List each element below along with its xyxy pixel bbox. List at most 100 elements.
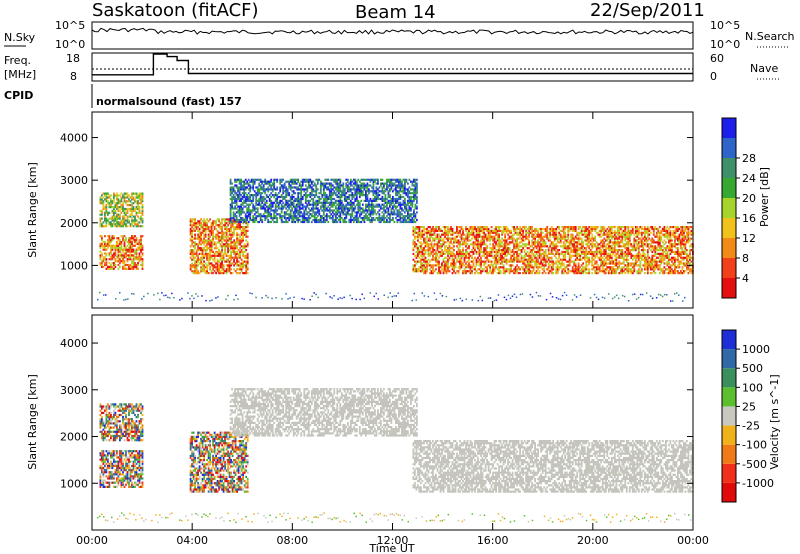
power-cell xyxy=(197,247,199,250)
power-cell xyxy=(537,241,539,244)
power-cell xyxy=(327,205,330,208)
power-cell xyxy=(306,180,309,183)
power-cell xyxy=(270,199,273,202)
power-cell xyxy=(392,205,394,208)
power-cell xyxy=(255,194,258,197)
power-cell xyxy=(135,196,138,199)
power-cell xyxy=(267,209,270,212)
power-cell xyxy=(238,218,241,222)
power-cell xyxy=(237,190,239,193)
power-cell xyxy=(201,231,204,234)
power-cell xyxy=(256,190,259,193)
power-cell xyxy=(556,235,559,238)
power-cell xyxy=(241,192,244,195)
power-cell xyxy=(244,186,247,189)
power-cell xyxy=(537,239,539,242)
power-cell xyxy=(234,243,237,246)
power-cell xyxy=(481,254,484,257)
power-cell xyxy=(240,182,242,185)
power-cell xyxy=(131,209,133,212)
power-cell xyxy=(462,233,464,236)
power-cell xyxy=(496,258,499,261)
power-cell xyxy=(105,258,108,261)
power-cell xyxy=(239,250,241,254)
power-cell xyxy=(204,272,207,275)
power-cell xyxy=(114,209,117,212)
power-cell xyxy=(207,229,210,232)
power-cell xyxy=(493,241,496,244)
power-cell xyxy=(102,207,105,211)
power-cell xyxy=(475,227,478,231)
power-cell xyxy=(321,203,324,206)
power-cell xyxy=(288,180,291,183)
power-cell xyxy=(349,218,352,222)
power-cell xyxy=(386,220,388,224)
power-cell xyxy=(529,260,532,263)
power-cell xyxy=(377,180,379,183)
power-cell xyxy=(486,235,488,238)
power-cell xyxy=(198,258,201,261)
power-cell xyxy=(141,198,144,201)
power-cell xyxy=(543,250,546,254)
power-cell xyxy=(513,247,515,250)
power-cell xyxy=(550,272,553,275)
power-cell xyxy=(304,209,307,212)
power-cell xyxy=(243,205,246,208)
power-cell xyxy=(444,241,446,244)
power-cell xyxy=(498,241,500,244)
power-cell xyxy=(389,188,391,191)
power-cell xyxy=(221,262,223,265)
power-cell xyxy=(516,239,518,242)
power-cell xyxy=(543,252,546,255)
power-cell xyxy=(210,249,213,252)
power-cell xyxy=(265,182,268,185)
power-cell xyxy=(233,227,235,231)
power-cell xyxy=(235,184,238,187)
power-cell xyxy=(426,249,428,252)
power-cell xyxy=(331,192,334,195)
power-cell xyxy=(216,260,219,263)
power-cell xyxy=(230,245,232,248)
power-cell xyxy=(413,209,415,212)
power-cell xyxy=(262,205,265,208)
power-cell xyxy=(229,190,232,193)
power-cell xyxy=(538,233,541,236)
power-cell xyxy=(556,241,559,244)
power-cell xyxy=(270,201,273,204)
power-cell xyxy=(339,182,342,185)
power-cell xyxy=(227,247,229,250)
power-cell xyxy=(137,204,139,207)
power-cell xyxy=(414,188,417,191)
power-cell xyxy=(435,264,437,267)
power-cell xyxy=(101,225,103,228)
power-cell xyxy=(544,241,547,244)
power-cell xyxy=(399,197,402,201)
power-cell xyxy=(244,205,247,208)
power-cell xyxy=(529,226,532,229)
power-cell xyxy=(559,266,562,269)
power-cell xyxy=(244,201,247,204)
power-cell xyxy=(439,266,442,269)
power-cell xyxy=(298,213,301,216)
power-cell xyxy=(386,218,388,222)
power-cell xyxy=(116,196,118,199)
power-cell xyxy=(231,190,233,193)
power-cell xyxy=(525,231,527,234)
power-cell xyxy=(243,227,246,231)
power-cell xyxy=(230,226,232,229)
power-cell xyxy=(374,205,376,208)
power-cell xyxy=(140,242,142,245)
power-cell xyxy=(460,235,463,238)
power-cell xyxy=(129,207,132,211)
power-cell xyxy=(511,254,514,257)
power-cell xyxy=(99,256,102,259)
power-cell xyxy=(444,270,446,273)
power-cell xyxy=(416,192,418,195)
power-cell xyxy=(429,243,431,246)
power-cell xyxy=(514,250,517,254)
power-cell xyxy=(355,215,358,218)
power-cell xyxy=(222,272,225,275)
power-cell xyxy=(550,268,553,271)
power-cell xyxy=(116,194,118,197)
power-cell xyxy=(331,205,334,208)
